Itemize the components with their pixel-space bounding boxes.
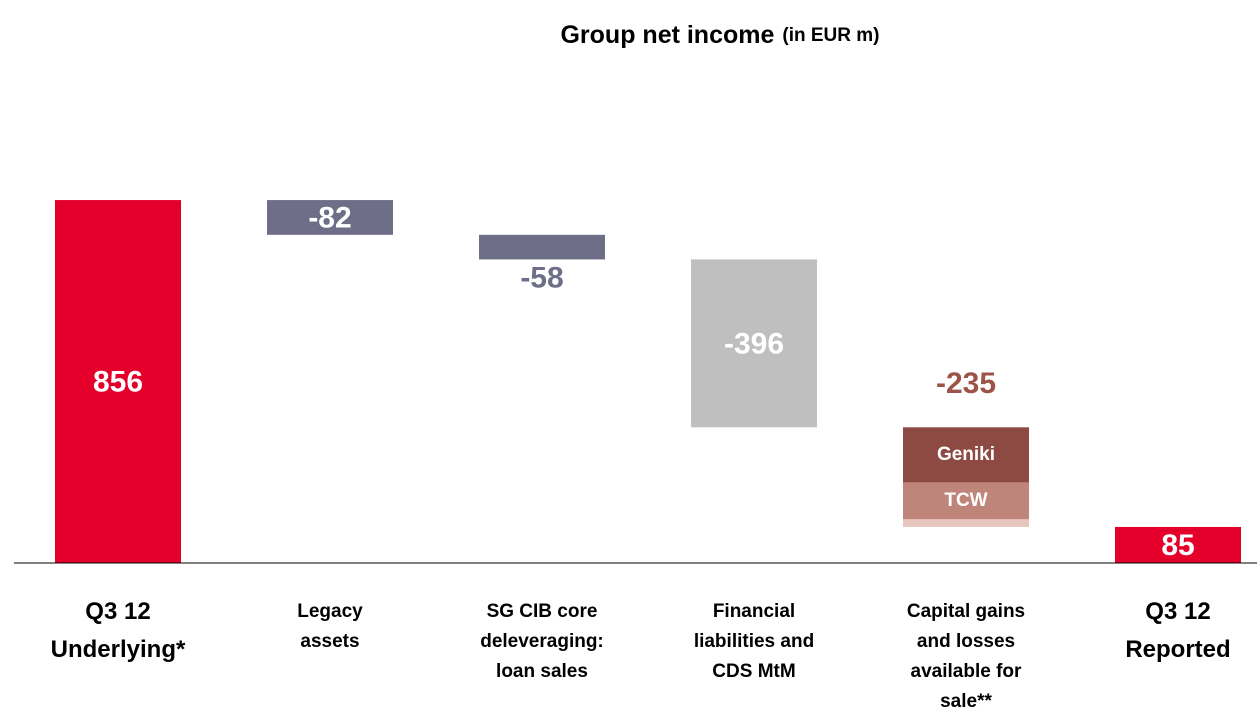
segment-label: TCW <box>944 490 987 511</box>
value-label: -396 <box>724 327 784 360</box>
x-tick-line: deleveraging: <box>480 631 604 652</box>
x-tick-line: liabilities and <box>694 631 814 652</box>
x-tick-line: available for <box>911 661 1022 682</box>
x-tick-line: Legacy <box>297 601 363 622</box>
x-tick-label: Capital gains and losses available for sale… <box>907 601 1025 712</box>
x-tick-line: Q3 12 <box>85 598 150 625</box>
x-tick-line: and losses <box>917 631 1015 652</box>
x-tick-line: CDS MtM <box>712 661 795 682</box>
bar <box>479 234 605 260</box>
value-label: -82 <box>308 201 351 234</box>
x-tick-label: SG CIB core deleveraging: loan sales <box>480 601 604 682</box>
x-tick-line: Financial <box>713 601 795 622</box>
bar <box>267 200 393 235</box>
x-tick-line: Underlying* <box>51 636 186 663</box>
bar-segment <box>903 427 1029 483</box>
chart-title-group: Group net income (in EUR m) <box>560 21 879 49</box>
chart-title: Group net income <box>560 21 774 49</box>
bar <box>1115 526 1241 563</box>
x-tick-line: Q3 12 <box>1145 598 1210 625</box>
x-tick-line: loan sales <box>496 661 588 682</box>
value-label: -58 <box>520 261 563 294</box>
x-tick-line: Reported <box>1125 636 1230 663</box>
x-tick-label: Q3 12 Reported <box>1125 598 1230 663</box>
bar <box>691 259 817 428</box>
x-tick-label: Financial liabilities and CDS MtM <box>694 601 814 682</box>
bar-segment <box>903 519 1029 527</box>
x-tick-line: Capital gains <box>907 601 1025 622</box>
value-label: 85 <box>1161 529 1194 562</box>
x-tick-label: Q3 12 Underlying* <box>51 598 186 663</box>
x-tick-label: Legacy assets <box>297 601 363 652</box>
value-label: 856 <box>93 365 143 398</box>
x-tick-line: assets <box>300 631 359 652</box>
value-label: -235 <box>936 367 996 400</box>
bar-segment <box>903 482 1029 520</box>
x-tick-line: SG CIB core <box>487 601 598 622</box>
x-tick-line: sale** <box>940 691 992 712</box>
segment-label: Geniki <box>937 444 995 465</box>
bar <box>55 200 181 563</box>
chart-subtitle: (in EUR m) <box>782 25 879 46</box>
